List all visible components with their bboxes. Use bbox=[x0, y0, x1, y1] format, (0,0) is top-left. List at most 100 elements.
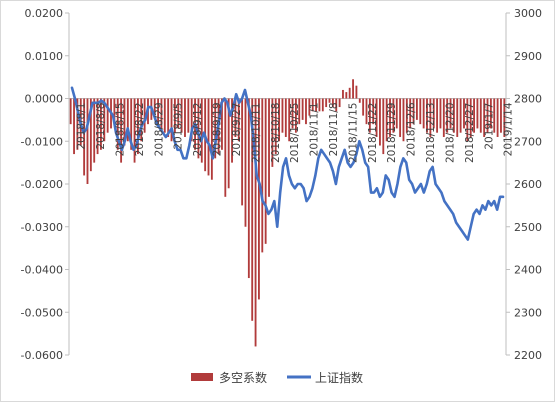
right-tick-label: 2800 bbox=[514, 93, 542, 106]
x-tick-label: 2019/1/7 bbox=[483, 103, 495, 150]
bar-94 bbox=[385, 98, 388, 142]
bar-105 bbox=[422, 98, 425, 129]
bar-89 bbox=[368, 98, 371, 133]
bar-46 bbox=[224, 98, 227, 197]
x-tick-label: 2018/11/15 bbox=[347, 103, 359, 164]
bar-125 bbox=[489, 98, 492, 129]
right-tick-label: 2600 bbox=[514, 178, 542, 191]
bar-39 bbox=[200, 98, 203, 163]
bar-90 bbox=[372, 98, 375, 125]
left-tick-label: -0.0400 bbox=[21, 264, 63, 277]
right-tick-label: 2200 bbox=[514, 349, 542, 362]
bar-72 bbox=[311, 98, 314, 112]
bar-110 bbox=[439, 98, 442, 129]
bar-79 bbox=[335, 98, 338, 112]
left-tick-label: 0.0100 bbox=[25, 50, 64, 63]
bar-73 bbox=[315, 98, 317, 112]
bar-35 bbox=[187, 98, 190, 133]
left-tick-label: 0.0000 bbox=[25, 93, 64, 106]
bar-1 bbox=[73, 98, 75, 155]
bar-65 bbox=[288, 98, 291, 142]
bar-56 bbox=[258, 98, 260, 300]
bar-29 bbox=[167, 98, 170, 137]
bar-67 bbox=[294, 98, 297, 133]
right-tick-label: 2400 bbox=[514, 264, 542, 277]
bar-113 bbox=[449, 98, 452, 129]
bar-51 bbox=[241, 98, 244, 206]
bar-124 bbox=[486, 98, 489, 133]
left-tick-label: -0.0200 bbox=[21, 178, 63, 191]
bar-4 bbox=[83, 98, 86, 176]
left-tick-label: -0.0600 bbox=[21, 349, 63, 362]
bar-62 bbox=[278, 98, 281, 142]
index-line bbox=[70, 86, 505, 241]
bar-30 bbox=[170, 98, 173, 142]
x-tick-label: 2018/12/20 bbox=[444, 103, 456, 164]
bar-121 bbox=[476, 98, 479, 129]
bar-60 bbox=[271, 98, 274, 167]
right-tick-label: 2500 bbox=[514, 221, 542, 234]
bar-112 bbox=[446, 98, 449, 133]
x-tick-label: 2018/8/15 bbox=[114, 103, 126, 157]
bar-80 bbox=[338, 98, 341, 108]
left-tick-label: -0.0500 bbox=[21, 306, 63, 319]
bar-15 bbox=[120, 98, 123, 163]
bar-78 bbox=[331, 98, 334, 108]
bar-54 bbox=[251, 98, 254, 321]
bar-11 bbox=[106, 98, 109, 133]
bar-107 bbox=[429, 98, 432, 137]
bar-55 bbox=[254, 98, 257, 347]
bar-22 bbox=[143, 98, 146, 133]
bar-108 bbox=[432, 98, 435, 129]
bar-128 bbox=[500, 98, 502, 133]
bar-26 bbox=[157, 98, 160, 125]
bar-76 bbox=[325, 98, 328, 108]
bar-66 bbox=[291, 98, 294, 129]
legend-label: 多空系数 bbox=[219, 370, 267, 385]
bar-117 bbox=[463, 98, 465, 129]
bar-83 bbox=[348, 87, 351, 99]
bar-86 bbox=[358, 98, 361, 103]
bar-36 bbox=[190, 98, 193, 142]
bar-53 bbox=[247, 98, 250, 279]
bar-16 bbox=[123, 98, 126, 146]
bar-116 bbox=[459, 98, 462, 133]
bar-33 bbox=[180, 98, 183, 133]
bar-87 bbox=[362, 98, 365, 116]
bar-84 bbox=[352, 79, 354, 99]
x-tick-label: 2018/8/22 bbox=[134, 103, 146, 157]
bar-34 bbox=[184, 98, 186, 137]
bar-17 bbox=[126, 98, 129, 142]
bar-109 bbox=[436, 98, 439, 133]
bar-8 bbox=[96, 98, 99, 155]
bar-98 bbox=[399, 98, 402, 137]
bar-119 bbox=[469, 98, 472, 137]
bar-97 bbox=[395, 98, 398, 129]
left-tick-label: -0.0100 bbox=[21, 135, 63, 148]
bar-95 bbox=[389, 98, 391, 137]
bar-88 bbox=[365, 98, 368, 125]
bar-41 bbox=[207, 98, 210, 176]
x-tick-label: 2018/10/18 bbox=[270, 103, 282, 164]
bar-118 bbox=[466, 98, 469, 142]
bar-20 bbox=[136, 98, 139, 155]
bar-27 bbox=[160, 98, 163, 129]
x-tick-label: 2019/1/14 bbox=[503, 102, 515, 156]
x-tick-label: 2018/12/6 bbox=[406, 102, 418, 156]
bar-19 bbox=[133, 98, 136, 163]
bar-5 bbox=[86, 98, 89, 184]
bar-91 bbox=[375, 98, 378, 137]
bar-0 bbox=[69, 98, 72, 125]
x-tick-label: 2018/9/5 bbox=[173, 103, 185, 150]
bar-14 bbox=[116, 98, 119, 150]
right-tick-label: 3000 bbox=[514, 7, 542, 20]
legend-swatch-bar bbox=[191, 373, 213, 381]
bar-50 bbox=[237, 98, 240, 142]
bar-61 bbox=[274, 98, 277, 155]
bar-85 bbox=[355, 85, 358, 99]
bar-101 bbox=[409, 98, 412, 129]
bar-99 bbox=[402, 98, 405, 142]
bar-93 bbox=[382, 98, 385, 155]
